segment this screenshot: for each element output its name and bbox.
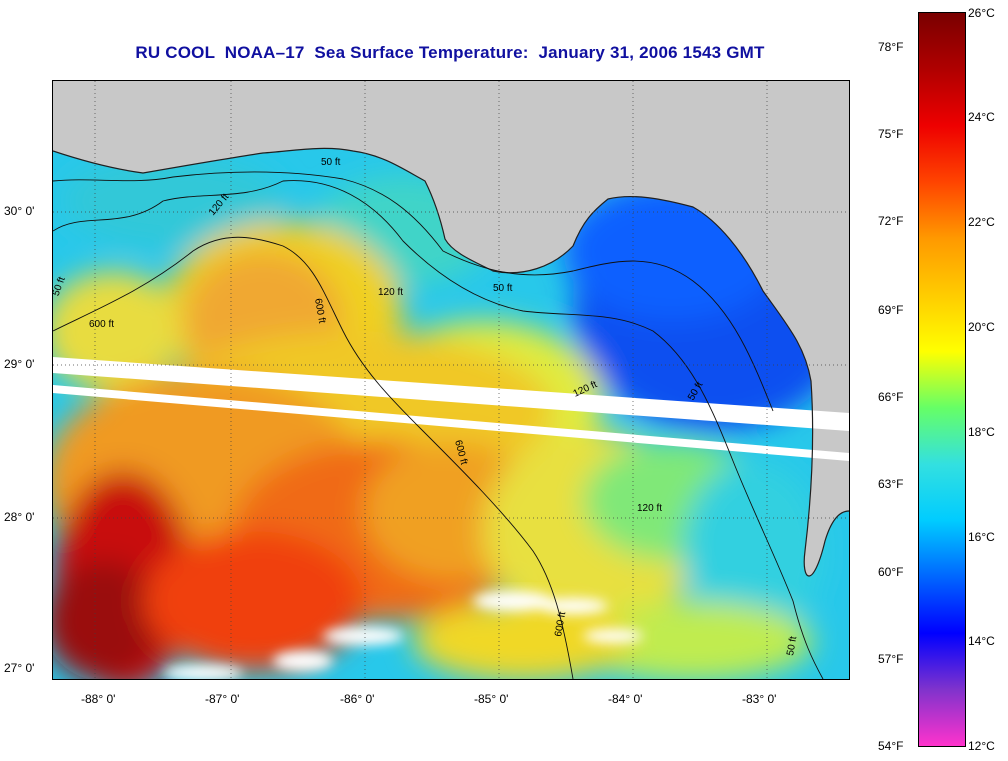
- celsius-label: 12°C: [968, 739, 995, 753]
- contour-label: 600 ft: [553, 611, 568, 638]
- contour-label: 600 ft: [312, 298, 327, 325]
- contour-label: 50 ft: [321, 157, 341, 168]
- sst-map[interactable]: 50 ft 120 ft 600 ft 120 ft 50 ft 600 ft …: [52, 80, 850, 680]
- lon-label: -86° 0': [340, 692, 375, 706]
- celsius-label: 16°C: [968, 530, 995, 544]
- lon-label: -85° 0': [474, 692, 509, 706]
- celsius-label: 14°C: [968, 634, 995, 648]
- lon-label: -84° 0': [608, 692, 643, 706]
- missing-data-swath: [53, 357, 849, 461]
- fahrenheit-label: 57°F: [878, 652, 904, 666]
- coastline: [53, 147, 849, 577]
- contour-label-group: 50 ft 120 ft 600 ft 120 ft 50 ft 600 ft …: [53, 157, 799, 657]
- celsius-label: 20°C: [968, 320, 995, 334]
- lon-label: -87° 0': [205, 692, 240, 706]
- fahrenheit-label: 54°F: [878, 739, 904, 753]
- lat-label: 29° 0': [4, 357, 35, 371]
- fahrenheit-label: 60°F: [878, 565, 904, 579]
- contour-label: 50 ft: [493, 283, 513, 294]
- lat-label: 27° 0': [4, 661, 35, 675]
- lon-label: -88° 0': [81, 692, 116, 706]
- celsius-label: 26°C: [968, 6, 995, 20]
- contour-label: 50 ft: [785, 635, 799, 656]
- temperature-colorbar: [918, 12, 966, 747]
- graticule: [53, 81, 849, 679]
- lat-label: 28° 0': [4, 510, 35, 524]
- lon-label: -83° 0': [742, 692, 777, 706]
- contour-label: 120 ft: [637, 503, 662, 514]
- fahrenheit-label: 69°F: [878, 303, 904, 317]
- fahrenheit-label: 75°F: [878, 127, 904, 141]
- celsius-label: 22°C: [968, 215, 995, 229]
- bathymetry-contours: [53, 171, 824, 679]
- fahrenheit-label: 72°F: [878, 214, 904, 228]
- fahrenheit-label: 78°F: [878, 40, 904, 54]
- lat-label: 30° 0': [4, 204, 35, 218]
- fahrenheit-label: 63°F: [878, 477, 904, 491]
- sst-map-canvas: 50 ft 120 ft 600 ft 120 ft 50 ft 600 ft …: [53, 81, 849, 679]
- contour-label: 120 ft: [378, 287, 403, 298]
- celsius-label: 24°C: [968, 110, 995, 124]
- contour-label: 600 ft: [89, 319, 114, 330]
- celsius-label: 18°C: [968, 425, 995, 439]
- cloud-patches: [163, 591, 643, 679]
- fahrenheit-label: 66°F: [878, 390, 904, 404]
- map-title: RU COOL NOAA–17 Sea Surface Temperature:…: [135, 43, 765, 62]
